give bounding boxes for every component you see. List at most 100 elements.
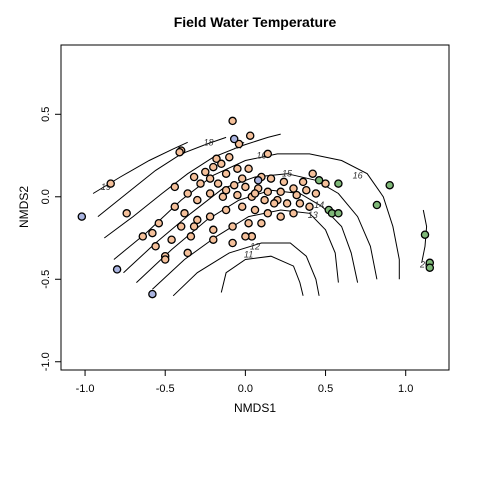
contour-label: 19 [101, 182, 111, 192]
contour-labels: 1918171616151413121120 [101, 137, 430, 269]
data-point-orange [295, 199, 305, 208]
data-point-orange [217, 159, 226, 169]
data-point-orange [180, 209, 189, 218]
contour-line-16 [113, 153, 400, 280]
data-point-orange [196, 179, 205, 188]
data-point-orange [212, 154, 221, 164]
y-axis-label: NMDS2 [17, 186, 31, 228]
data-point-orange [263, 149, 273, 159]
contour-label: 20 [419, 259, 430, 269]
data-point-green [314, 176, 324, 185]
data-point-orange [266, 174, 276, 183]
contour-label: 13 [308, 210, 318, 220]
x-axis-label: NMDS1 [234, 401, 276, 415]
data-point-orange [276, 212, 285, 221]
data-point-orange [176, 222, 186, 231]
data-point-orange [308, 169, 317, 178]
y-tick-label: -1.0 [40, 352, 52, 371]
data-point-orange [289, 184, 298, 193]
data-point-orange [245, 131, 255, 140]
data-point-orange [305, 202, 314, 211]
data-point-orange [167, 235, 176, 244]
data-point-orange [237, 202, 247, 211]
data-point-orange [228, 116, 237, 126]
data-point-blue [229, 134, 239, 144]
x-tick-label: -1.0 [76, 383, 95, 395]
data-point-orange [170, 182, 180, 192]
data-point-orange [311, 189, 321, 198]
data-point-orange [302, 185, 311, 195]
data-points [77, 116, 435, 299]
data-point-orange [221, 205, 231, 215]
data-point-orange [234, 139, 244, 149]
data-point-orange [276, 187, 285, 197]
y-tick-label: 0.0 [40, 189, 52, 204]
contour-line-13 [152, 209, 339, 290]
contour-label: 15 [282, 169, 293, 179]
contour-line-11 [220, 255, 304, 296]
data-point-orange [154, 218, 164, 228]
data-point-blue [77, 212, 87, 221]
data-point-green [385, 180, 394, 190]
data-point-green [334, 209, 343, 218]
data-point-orange [225, 152, 234, 162]
data-point-green [425, 263, 435, 272]
data-point-orange [289, 209, 298, 218]
data-point-orange [221, 185, 231, 195]
contour-label: 18 [203, 137, 213, 147]
data-point-orange [260, 195, 269, 205]
data-point-orange [218, 192, 228, 202]
data-point-orange [175, 147, 184, 157]
data-point-orange [205, 189, 215, 198]
data-point-orange [138, 232, 148, 241]
data-point-orange [228, 222, 237, 231]
contour-line-18 [97, 136, 227, 217]
data-point-orange [183, 189, 192, 198]
x-tick-label: 0.5 [318, 383, 333, 395]
contour-label: 16 [353, 170, 363, 180]
data-point-orange [244, 218, 253, 228]
contour-label: 11 [244, 250, 253, 260]
data-point-orange [183, 248, 192, 258]
contour-label: 16 [256, 151, 266, 161]
data-point-orange [213, 179, 223, 188]
x-tick-label: 1.0 [398, 383, 413, 395]
data-point-orange [279, 177, 289, 187]
contour-label: 12 [250, 241, 260, 251]
contour-line-12 [172, 242, 320, 297]
data-point-orange [170, 202, 180, 211]
data-point-orange [292, 190, 301, 200]
data-point-orange [189, 222, 199, 231]
data-point-orange [250, 189, 260, 198]
data-point-orange [241, 232, 250, 241]
data-point-orange [250, 205, 260, 215]
data-point-orange [209, 162, 218, 172]
data-point-green [334, 179, 343, 188]
data-point-orange [237, 174, 247, 183]
data-point-orange [269, 199, 279, 208]
x-tick-label: 0.0 [238, 383, 253, 395]
contour-line-17 [104, 133, 281, 239]
data-point-orange [193, 195, 202, 205]
data-point-orange [201, 167, 210, 177]
data-point-orange [298, 177, 308, 187]
data-point-orange [244, 164, 253, 173]
data-point-orange [209, 235, 218, 244]
data-point-orange [229, 180, 239, 190]
chart-title: Field Water Temperature [174, 14, 337, 30]
data-point-orange [122, 209, 131, 218]
data-point-orange [263, 187, 273, 197]
data-point-orange [228, 238, 237, 248]
data-point-orange [233, 190, 242, 200]
data-point-orange [106, 179, 115, 188]
data-point-orange [241, 182, 250, 192]
y-tick-label: 0.5 [40, 107, 52, 122]
data-point-orange [193, 215, 202, 225]
data-point-green [420, 230, 430, 239]
data-point-orange [205, 174, 215, 183]
x-tick-label: -0.5 [156, 383, 175, 395]
data-point-orange [263, 209, 273, 218]
data-point-blue [112, 265, 122, 274]
data-point-orange [148, 228, 157, 238]
